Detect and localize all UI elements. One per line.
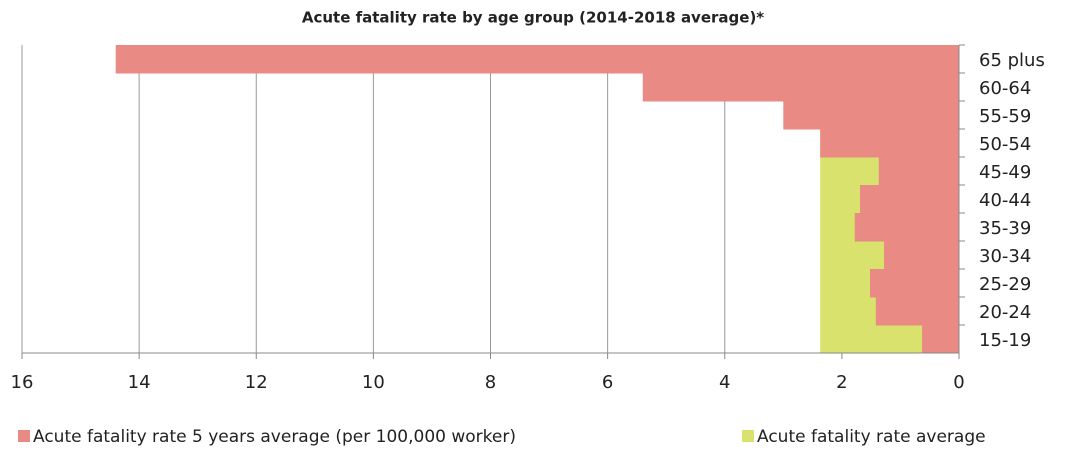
legend-swatch [18,430,30,442]
y-tick-label: 35-39 [979,218,1031,239]
y-tick-label: 25-29 [979,274,1031,295]
x-tick-label: 16 [11,372,34,393]
y-tick-label: 60-64 [979,78,1031,99]
y-tick-label: 15-19 [979,330,1031,351]
x-tick-label: 12 [245,372,268,393]
legend-label: Acute fatality rate 5 years average (per… [33,427,516,447]
x-tick-label: 8 [485,372,496,393]
y-tick-label: 30-34 [979,246,1031,267]
y-tick-label: 50-54 [979,134,1031,155]
bar [869,269,959,298]
y-tick-label: 65 plus [979,50,1045,71]
x-tick-label: 10 [362,372,385,393]
bar [878,157,959,186]
bar [115,45,959,74]
bar [783,101,959,130]
bar [820,129,959,158]
bar [884,241,959,270]
x-tick-label: 4 [719,372,730,393]
x-tick-label: 6 [602,372,613,393]
legend-swatch [742,430,754,442]
bar [922,325,959,354]
y-tick-label: 45-49 [979,162,1031,183]
x-tick-label: 2 [836,372,847,393]
chart-title: Acute fatality rate by age group (2014-2… [302,9,764,27]
bar [875,297,959,326]
bar [642,73,959,102]
x-tick-label: 0 [953,372,964,393]
bar [854,213,959,242]
y-tick-label: 40-44 [979,190,1031,211]
y-tick-label: 20-24 [979,302,1031,323]
bar [860,185,959,214]
x-tick-label: 14 [128,372,151,393]
y-tick-label: 55-59 [979,106,1031,127]
legend-label: Acute fatality rate average [757,427,986,447]
